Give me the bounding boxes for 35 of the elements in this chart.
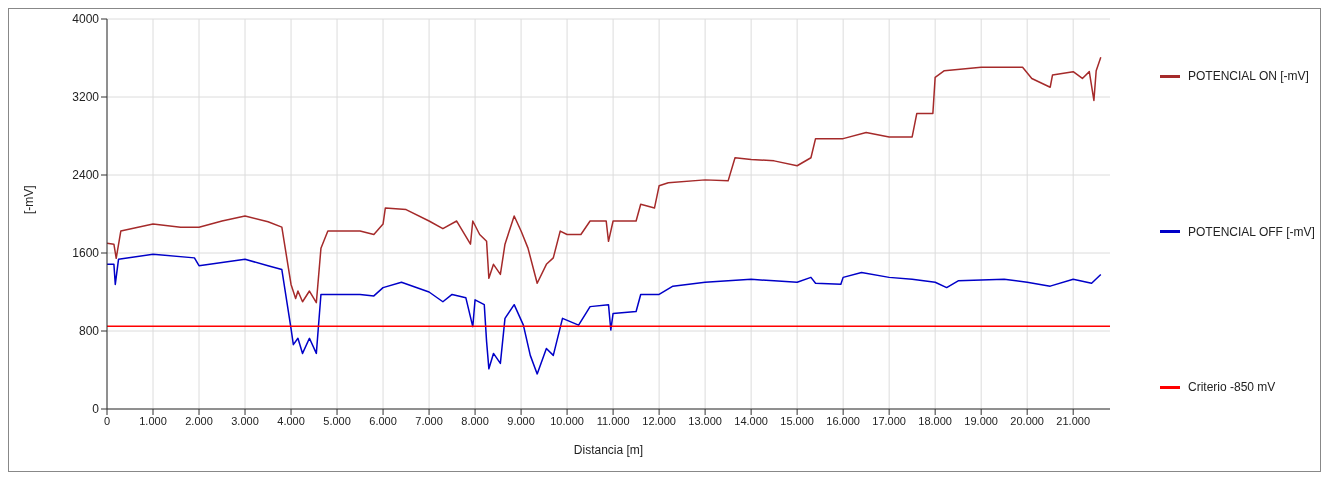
x-tick-label: 2.000	[185, 414, 213, 427]
x-tick-label: 12.000	[642, 414, 676, 427]
x-tick-label: 18.000	[918, 414, 952, 427]
x-tick-label: 19.000	[964, 414, 998, 427]
legend-label: POTENCIAL ON [-mV]	[1188, 69, 1309, 83]
x-tick-label: 16.000	[826, 414, 860, 427]
x-tick-label: 9.000	[507, 414, 535, 427]
y-tick-label: 3200	[72, 90, 100, 105]
y-tick-label: 800	[78, 324, 100, 339]
x-tick-label: 20.000	[1010, 414, 1045, 427]
x-tick-label: 5.000	[323, 414, 351, 427]
x-tick-label: 11.000	[596, 414, 630, 427]
line-series	[107, 56, 1102, 304]
x-tick-label: 4.000	[277, 414, 305, 427]
x-tick-label: 14.000	[734, 414, 768, 427]
legend-label: Criterio -850 mV	[1188, 380, 1276, 394]
y-axis-title: [-mV]	[22, 185, 37, 214]
x-tick-label: 0	[103, 414, 111, 427]
x-tick-label: 13.000	[688, 414, 722, 427]
x-tick-label: 8.000	[461, 414, 489, 427]
x-tick-label: 3.000	[231, 414, 259, 427]
x-tick-label: 17.000	[872, 414, 906, 427]
x-tick-label: 15.000	[780, 414, 814, 427]
x-tick-label: 21.000	[1056, 414, 1091, 427]
x-tick-label: 1.000	[139, 414, 167, 427]
line-series	[107, 253, 1102, 375]
y-tick-label: 0	[92, 402, 100, 417]
x-tick-label: 7.000	[415, 414, 443, 427]
legend-label: POTENCIAL OFF [-mV]	[1188, 224, 1315, 239]
y-tick-label: 4000	[72, 12, 100, 27]
y-tick-label: 2400	[72, 168, 100, 183]
x-axis-title: Distancia [m]	[573, 443, 644, 457]
y-tick-label: 1600	[72, 246, 100, 261]
x-tick-label: 6.000	[369, 414, 397, 427]
x-tick-label: 10.000	[550, 414, 584, 427]
